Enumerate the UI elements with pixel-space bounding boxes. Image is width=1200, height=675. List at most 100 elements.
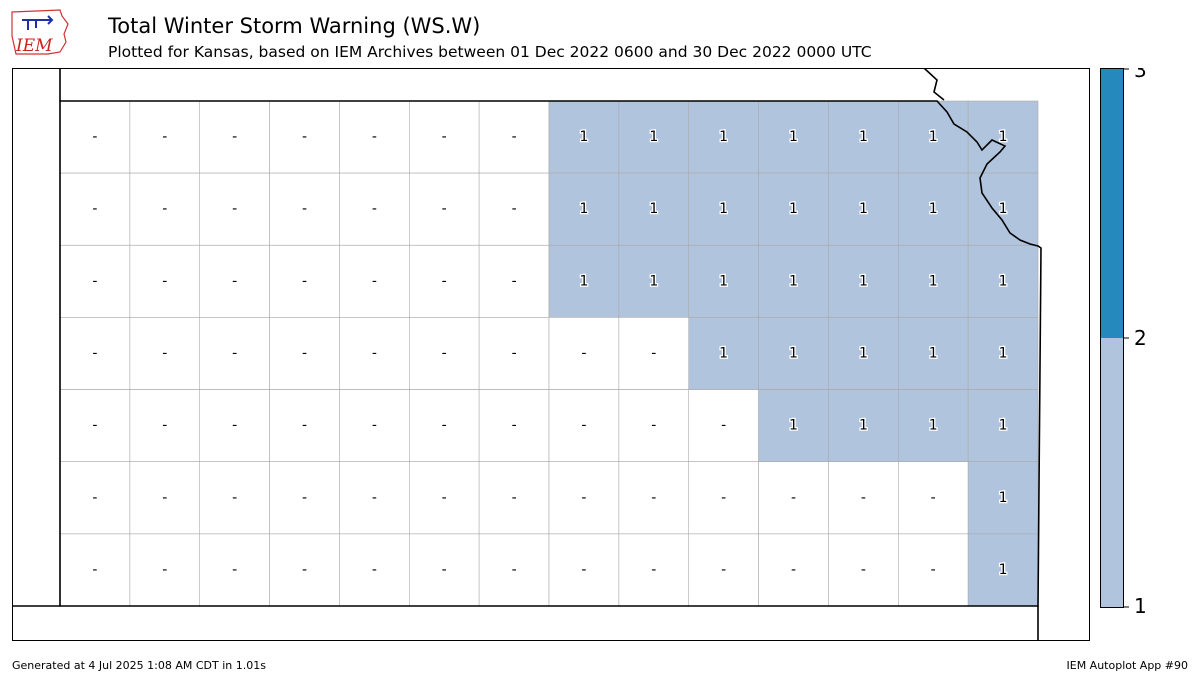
county-value-label: 1 xyxy=(999,562,1008,578)
county-value-label: - xyxy=(442,418,447,434)
county-polygon xyxy=(618,533,690,607)
county-value-label: - xyxy=(372,490,377,506)
county-value-label: - xyxy=(442,490,447,506)
county-value-label: 1 xyxy=(579,201,588,217)
county-value-label: - xyxy=(232,562,237,578)
county-polygon xyxy=(59,172,131,246)
county-polygon xyxy=(339,172,410,246)
county-value-label: - xyxy=(442,273,447,289)
county-polygon xyxy=(967,389,1039,463)
county-polygon xyxy=(59,245,131,318)
county-value-label: - xyxy=(512,418,517,434)
county-value-label: 1 xyxy=(789,418,798,434)
county-value-label: - xyxy=(92,562,97,578)
county-value-label: - xyxy=(372,346,377,362)
county-value-label: - xyxy=(232,418,237,434)
county-value-label: - xyxy=(302,418,307,434)
county-polygon xyxy=(897,172,969,246)
county-value-label: 1 xyxy=(859,346,868,362)
county-value-label: - xyxy=(162,201,167,217)
county-polygon xyxy=(897,533,969,607)
county-value-label: - xyxy=(162,346,167,362)
county-value-label: - xyxy=(372,129,377,145)
county-value-label: - xyxy=(651,346,656,362)
county-value-label: - xyxy=(162,562,167,578)
county-value-label: - xyxy=(302,129,307,145)
county-polygon xyxy=(967,245,1039,318)
legend-tick-label: 2 xyxy=(1134,326,1147,350)
county-polygon xyxy=(478,389,550,463)
county-polygon xyxy=(339,533,410,607)
county-value-label: - xyxy=(372,562,377,578)
county-polygon xyxy=(269,172,340,246)
county-polygon xyxy=(408,100,480,174)
map-title: Total Winter Storm Warning (WS.W) xyxy=(108,14,481,38)
county-value-label: - xyxy=(232,346,237,362)
iem-logo: IEM xyxy=(8,6,70,58)
county-polygon xyxy=(897,389,969,463)
county-polygon xyxy=(548,533,620,607)
county-polygon xyxy=(199,317,270,390)
legend-frame xyxy=(1100,68,1124,608)
county-value-label: - xyxy=(581,562,586,578)
county-value-label: - xyxy=(931,490,936,506)
county-value-label: 1 xyxy=(649,273,658,289)
county-polygon xyxy=(199,389,270,463)
county-value-label: - xyxy=(162,490,167,506)
county-value-label: - xyxy=(651,490,656,506)
app-credit: IEM Autoplot App #90 xyxy=(1066,659,1189,672)
map-subtitle: Plotted for Kansas, based on IEM Archive… xyxy=(108,43,872,61)
county-polygon xyxy=(967,533,1039,607)
county-polygon xyxy=(758,245,829,318)
county-polygon xyxy=(129,245,201,318)
county-value-label: - xyxy=(651,418,656,434)
county-polygon xyxy=(478,172,550,246)
county-value-label: - xyxy=(442,201,447,217)
county-value-label: 1 xyxy=(859,418,868,434)
county-polygon xyxy=(688,461,759,535)
nebraska-missouri-border xyxy=(59,68,945,101)
county-value-label: - xyxy=(512,129,517,145)
county-polygon xyxy=(478,317,550,390)
county-value-label: - xyxy=(581,418,586,434)
county-value-label: - xyxy=(302,346,307,362)
county-polygon xyxy=(548,172,620,246)
county-polygon xyxy=(897,317,969,390)
county-value-label: - xyxy=(791,562,796,578)
county-value-label: 1 xyxy=(719,273,728,289)
county-value-label: 1 xyxy=(929,418,938,434)
county-value-label: 1 xyxy=(789,346,798,362)
county-value-label: 1 xyxy=(999,273,1008,289)
county-polygon xyxy=(269,461,340,535)
county-value-label: - xyxy=(232,490,237,506)
county-polygon xyxy=(339,317,410,390)
county-polygon xyxy=(688,172,759,246)
county-polygon xyxy=(758,100,829,174)
county-polygon xyxy=(758,389,829,463)
county-value-label: - xyxy=(232,273,237,289)
county-value-label: - xyxy=(302,201,307,217)
county-polygon xyxy=(967,100,1039,174)
county-value-label: - xyxy=(512,201,517,217)
county-value-label: - xyxy=(721,490,726,506)
county-value-label: - xyxy=(721,418,726,434)
county-value-label: - xyxy=(512,562,517,578)
county-polygon xyxy=(967,317,1039,390)
county-value-label: - xyxy=(861,562,866,578)
county-value-label: - xyxy=(302,562,307,578)
county-polygon xyxy=(758,533,829,607)
county-polygon xyxy=(758,317,829,390)
county-polygon xyxy=(828,317,899,390)
county-polygon xyxy=(548,245,620,318)
legend-tick-label: 1 xyxy=(1134,594,1147,613)
county-value-label: 1 xyxy=(999,490,1008,506)
county-polygon xyxy=(269,245,340,318)
county-value-label: 1 xyxy=(929,273,938,289)
county-polygon xyxy=(269,317,340,390)
legend-swatch-low xyxy=(1100,338,1124,608)
county-polygon xyxy=(478,461,550,535)
county-polygon xyxy=(199,100,270,174)
county-polygon xyxy=(199,245,270,318)
county-polygon xyxy=(199,533,270,607)
county-value-label: 1 xyxy=(719,201,728,217)
